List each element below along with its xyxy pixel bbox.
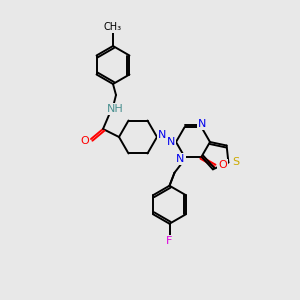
Text: CH₃: CH₃ [104,22,122,32]
Text: S: S [232,158,239,167]
Text: O: O [218,160,227,170]
Text: O: O [81,136,89,146]
Text: F: F [166,236,173,246]
Text: N: N [167,137,175,147]
Text: N: N [198,119,207,129]
Text: N: N [158,130,166,140]
Text: NH: NH [106,104,123,114]
Text: N: N [176,154,185,164]
